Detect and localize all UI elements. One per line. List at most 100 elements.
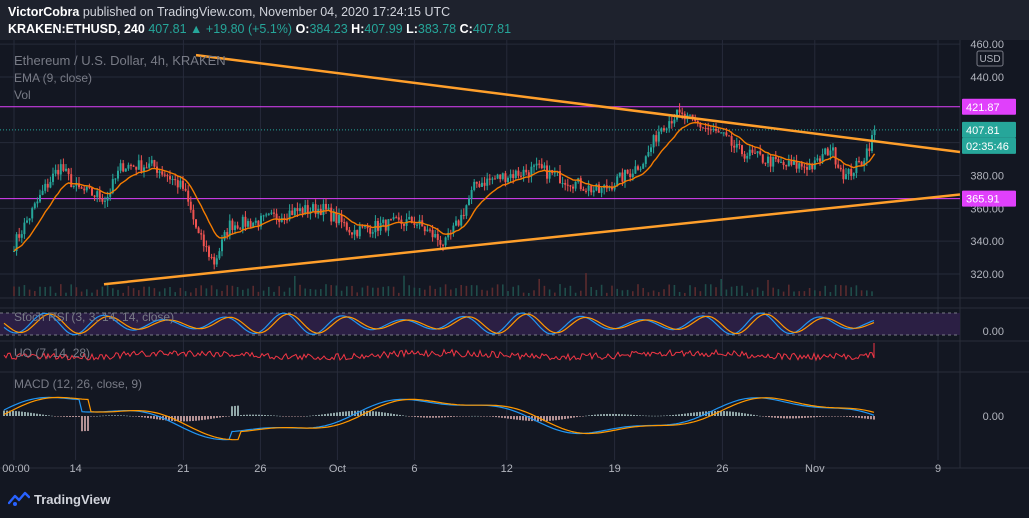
volume-bar-264 [699,291,702,296]
candle-284 [751,149,754,153]
candle-68 [189,201,192,210]
macd-hist-415 [414,416,416,417]
macd-hist-367 [366,410,368,416]
candle-249 [660,128,663,132]
macd-hist-814 [813,416,815,418]
candle-62 [174,179,177,181]
macd-hist-403 [402,415,404,416]
trendlines[interactable] [103,53,961,286]
volume-bar-230 [611,285,613,296]
candle-193 [514,170,517,179]
macd-hist-703 [702,411,704,416]
candle-72 [200,233,203,235]
macd-hist-241 [240,415,242,416]
volume-bar-210 [559,284,561,296]
macd-hist-256 [255,414,257,416]
candle-221 [587,185,590,191]
time-tick-2: 21 [177,463,189,475]
volume-bar-226 [600,284,603,296]
volume-bar-8 [34,291,36,296]
macd-hist-589 [588,415,590,416]
macd-hist-199 [198,416,200,421]
macd-hist-430 [429,416,431,418]
volume-bar-14 [49,286,52,296]
macd-hist-217 [216,416,218,418]
macd-hist-397 [396,414,398,416]
macd-hist-664 [663,415,665,417]
macd-hist-346 [345,411,347,416]
candle-288 [761,154,764,163]
macd-hist-427 [426,416,428,418]
volume-bar-190 [507,291,509,296]
candle-96 [262,215,265,217]
volume-bar-290 [767,279,769,296]
candle-242 [642,163,645,169]
volume-bar-130 [351,285,353,296]
macd-hist-604 [603,414,605,416]
volume-bar-228 [606,292,608,296]
volume-bar-106 [288,287,291,296]
volume-bar-116 [314,289,317,296]
macd-zero-label: 0.00 [983,411,1004,423]
time-axis[interactable]: 00:00 14 21 26 Oct 6 12 19 26 Nov 9 [2,463,941,475]
candle-94 [257,220,260,227]
volume-bar-66 [184,291,187,296]
volume-bar-156 [418,287,421,296]
volume-bar-328 [866,290,868,296]
candle-194 [517,170,520,176]
volume-bar-36 [106,284,109,296]
macd-hist-205 [204,416,206,420]
macd-hist-379 [378,411,380,416]
volume-bar-204 [543,285,546,296]
countdown-badge-bg [962,137,1016,154]
macd-hist-349 [348,411,350,416]
candle-246 [652,135,655,148]
macd-hist-490 [489,416,491,417]
candle-98 [267,213,270,215]
macd-hist-811 [810,416,812,418]
macd-hist-772 [771,416,773,418]
volume-bar-68 [190,292,192,296]
macd-hist-439 [438,416,440,418]
candle-110 [299,208,301,212]
candle-328 [865,148,868,161]
macd-hist-235 [234,405,236,416]
macd-hist-508 [507,416,509,419]
macd-hist-496 [495,416,497,418]
macd-legend: MACD (12, 26, close, 9) [14,377,143,391]
candle-292 [772,156,775,167]
macd-hist-631 [630,414,632,416]
candle-123 [332,211,335,222]
price-axis[interactable]: 460.00440.00400.00380.00360.00340.00320.… [970,40,1004,423]
macd-hist-316 [315,415,317,416]
macd-hist-160 [159,416,161,420]
candle-239 [634,166,637,174]
volume-bar-104 [283,291,286,296]
price-chart[interactable]: 460.00440.00400.00380.00360.00340.00320.… [0,40,1029,482]
macd-hist-577 [576,416,578,418]
volume-bar-238 [632,291,634,296]
macd-hist-28 [27,412,29,416]
macd-pane [3,396,875,441]
candle-21 [67,168,70,175]
macd-hist-859 [858,416,860,418]
candle-41 [119,163,122,171]
candle-322 [850,169,853,177]
macd-hist-4 [3,410,5,416]
macd-hist-871 [870,416,872,420]
candle-289 [764,162,767,164]
candle-245 [650,147,652,152]
volume-bar-154 [413,287,416,296]
volume-bar-60 [169,287,171,296]
candle-75 [208,246,210,257]
candle-214 [569,185,572,187]
macd-hist-214 [213,416,215,419]
volume-bar-324 [855,285,858,296]
macd-hist-469 [468,416,470,417]
candle-276 [730,136,733,146]
publisher-name[interactable]: VictorCobra [8,5,80,19]
candle-3 [20,234,23,238]
candle-142 [382,219,385,223]
candle-325 [858,160,860,162]
candle-171 [457,220,460,226]
